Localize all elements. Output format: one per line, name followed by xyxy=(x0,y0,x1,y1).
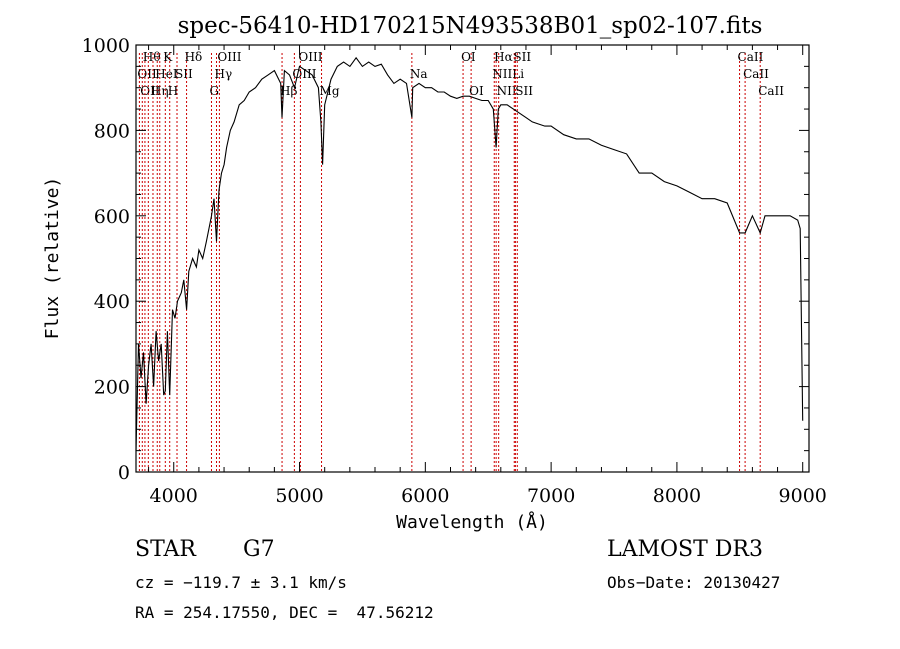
line-marker-label: Hδ xyxy=(185,50,203,64)
line-marker-label: CaII xyxy=(758,84,784,98)
line-marker-label: CaII xyxy=(743,67,769,81)
y-tick-label: 200 xyxy=(94,377,130,399)
line-marker-label: OI xyxy=(461,50,476,64)
line-marker-label: NII xyxy=(492,67,512,81)
x-axis-label: Wavelength (Å) xyxy=(396,511,548,533)
line-marker-label: SII xyxy=(175,67,193,81)
line-marker-label: Mg xyxy=(320,84,340,98)
line-marker-label: CaII xyxy=(738,50,764,64)
line-marker-label: OI xyxy=(469,84,484,98)
chart-title: spec-56410-HD170215N493538B01_sp02-107.f… xyxy=(178,13,763,39)
line-marker-label: Hγ xyxy=(215,67,233,81)
line-marker-label: Hβ xyxy=(280,84,297,98)
line-marker-label: G xyxy=(209,84,219,98)
survey-name: LAMOST DR3 xyxy=(607,537,763,562)
x-tick-label: 9000 xyxy=(779,485,827,507)
line-marker-label: K xyxy=(163,50,173,64)
y-tick-label: 400 xyxy=(94,291,130,313)
y-tick-label: 600 xyxy=(94,206,130,228)
x-tick-label: 5000 xyxy=(275,485,323,507)
line-marker-label: SII xyxy=(515,84,533,98)
line-marker-label: Li xyxy=(512,67,524,81)
coordinates-readout: RA = 254.17550, DEC = 47.56212 xyxy=(135,603,434,622)
spectral-subclass: G7 xyxy=(243,537,275,562)
line-marker-label: H xyxy=(168,84,178,98)
x-tick-label: 4000 xyxy=(150,485,198,507)
line-marker-label: OII xyxy=(137,67,157,81)
line-marker-label: Na xyxy=(410,67,428,81)
line-marker-label: SII xyxy=(513,50,531,64)
y-axis: 0 200 400 600 800 1000 xyxy=(82,35,809,484)
obs-date: Obs−Date: 20130427 xyxy=(607,573,781,592)
line-marker-label: HeI xyxy=(155,67,178,81)
y-axis-label: Flux (relative) xyxy=(42,177,63,340)
line-marker-label: OIII xyxy=(298,50,322,64)
line-marker-label: Hθ xyxy=(143,50,161,64)
plot-frame xyxy=(135,44,810,473)
redshift-readout: cz = −119.7 ± 3.1 km/s xyxy=(135,573,347,592)
object-class: STAR xyxy=(135,537,196,562)
spectrum-line xyxy=(135,56,804,451)
x-tick-label: 6000 xyxy=(401,485,449,507)
x-tick-label: 7000 xyxy=(527,485,575,507)
y-tick-label: 800 xyxy=(94,120,130,142)
emission-line-markers: OIIOIIHθHηHeIKHSIIHδGHγOIIIHβOIIIOIIIMgN… xyxy=(137,50,784,472)
line-marker-label: OIII xyxy=(217,50,241,64)
line-marker-label: NII xyxy=(497,84,517,98)
line-marker-label: Hα xyxy=(494,50,513,64)
x-axis: 4000 5000 6000 7000 8000 9000 xyxy=(148,45,827,507)
y-tick-label: 1000 xyxy=(82,35,130,57)
y-tick-label: 0 xyxy=(118,462,130,484)
x-tick-label: 8000 xyxy=(653,485,701,507)
